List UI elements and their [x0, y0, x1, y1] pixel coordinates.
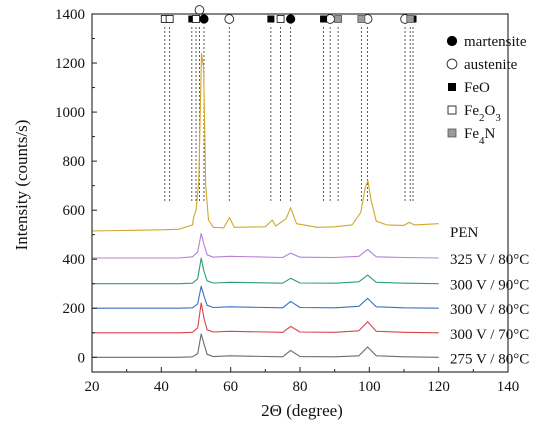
- legend-label: FeO: [464, 80, 490, 96]
- y-tick-label: 400: [63, 252, 86, 268]
- fe4n-marker: [357, 15, 366, 23]
- fe4n-marker: [334, 15, 343, 23]
- series-label: PEN: [450, 225, 479, 241]
- fe2o3-marker: [447, 105, 457, 115]
- series-label: 300 V / 80°C: [450, 302, 529, 318]
- y-tick-label: 200: [63, 301, 86, 317]
- x-tick-label: 60: [223, 379, 238, 395]
- y-tick-label: 800: [63, 154, 86, 170]
- series-line-3: [92, 257, 439, 285]
- x-tick-label: 120: [427, 379, 450, 395]
- feo-marker: [267, 15, 275, 23]
- y-tick-label: 1400: [55, 7, 85, 23]
- y-axis: 0 200 400 600 800 1000 1200 1400: [55, 7, 97, 366]
- x-tick-label: 100: [358, 379, 381, 395]
- x-tick-label: 20: [85, 379, 100, 395]
- feo-marker: [188, 15, 196, 23]
- feo-marker: [448, 83, 456, 91]
- reference-markers: [160, 5, 417, 24]
- series-line-1: [92, 302, 439, 334]
- series-label: 275 V / 80°C: [450, 351, 529, 367]
- y-axis-label: Intensity (counts/s): [12, 120, 31, 251]
- legend-label: austenite: [464, 57, 518, 73]
- x-axis: 20 40 60 80 100 120 140: [85, 367, 520, 395]
- series-label: 325 V / 80°C: [450, 252, 529, 268]
- y-tick-label: 1000: [55, 105, 85, 121]
- legend-label: martensite: [464, 34, 527, 50]
- fe2o3-marker: [192, 15, 200, 23]
- austenite-marker: [325, 14, 336, 24]
- series-label: 300 V / 70°C: [450, 327, 529, 343]
- y-tick-label: 600: [63, 203, 86, 219]
- y-tick-label: 0: [78, 350, 86, 366]
- austenite-marker: [194, 5, 205, 15]
- series-line-0: [92, 333, 439, 358]
- fe2o3-marker: [276, 15, 285, 23]
- plot-frame: [91, 13, 509, 373]
- series-line-5: [91, 52, 439, 232]
- austenite-marker: [224, 14, 235, 24]
- x-tick-label: 40: [154, 379, 169, 395]
- feo-marker: [320, 15, 328, 23]
- legend-label: Fe4N: [464, 126, 496, 147]
- legend-label: Fe2O3: [464, 103, 501, 124]
- series-line-4: [92, 232, 439, 259]
- reference-lines: [164, 27, 414, 203]
- fe2o3-marker: [165, 15, 174, 23]
- x-tick-label: 140: [497, 379, 520, 395]
- fe4n-marker: [447, 128, 457, 138]
- fe4n-marker: [406, 15, 415, 23]
- martensite-marker: [286, 14, 296, 24]
- series-labels: 275 V / 80°C 300 V / 70°C 300 V / 80°C 300 …: [450, 225, 529, 367]
- series-label: 300 V / 90°C: [450, 278, 529, 294]
- series-line-2: [92, 285, 439, 309]
- x-axis-label: 2Θ (degree): [261, 401, 343, 420]
- x-tick-label: 80: [293, 379, 308, 395]
- y-tick-label: 1200: [55, 56, 85, 72]
- martensite-marker: [446, 35, 458, 47]
- series-group: [91, 52, 439, 358]
- martensite-marker: [199, 14, 209, 24]
- austenite-marker: [446, 58, 458, 70]
